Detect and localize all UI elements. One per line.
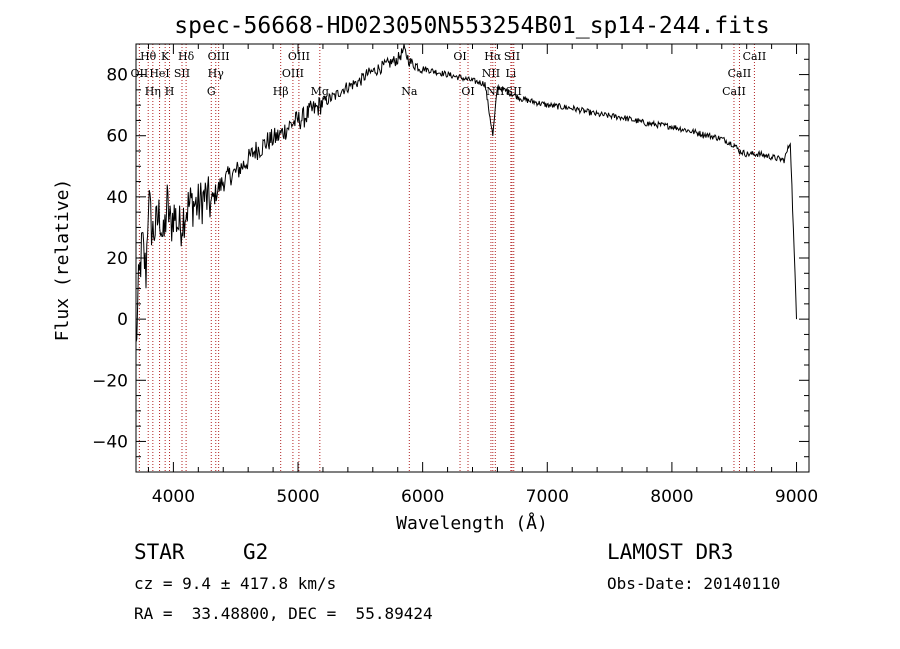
marker-label-13: OIII <box>282 67 304 80</box>
marker-label-6: Hα <box>484 50 502 63</box>
y-axis: −40 −20 0 20 40 60 80 <box>92 43 809 473</box>
marker-label-8: CaII <box>743 50 767 63</box>
y-tick-label-0: −40 <box>92 432 128 452</box>
marker-label-1: K <box>161 50 170 63</box>
obs-date: Obs-Date: 20140110 <box>607 574 781 593</box>
x-tick-label-2: 6000 <box>401 487 444 507</box>
x-tick-label-5: 9000 <box>775 487 818 507</box>
marker-label-10: HeI <box>149 67 169 80</box>
y-axis-label: Flux (relative) <box>52 179 73 342</box>
marker-label-18: H <box>165 85 175 98</box>
subclass: G2 <box>243 540 269 564</box>
marker-label-11: SII <box>174 67 190 80</box>
object-type: STAR <box>134 540 185 564</box>
marker-label-0: Hθ <box>140 50 157 63</box>
y-tick-label-5: 60 <box>106 127 128 147</box>
marker-label-14: NII <box>482 67 500 80</box>
x-tick-label-4: 8000 <box>650 487 693 507</box>
marker-label-16: CaII <box>728 67 752 80</box>
chart-title: spec-56668-HD023050N553254B01_sp14-244.f… <box>174 13 769 39</box>
x-tick-label-0: 4000 <box>152 487 195 507</box>
y-tick-label-6: 80 <box>106 66 128 86</box>
series-line-0 <box>135 44 797 343</box>
marker-label-12: Hγ <box>208 67 225 80</box>
x-axis: 4000 5000 6000 7000 8000 9000 <box>147 44 818 507</box>
marker-label-2: Hδ <box>178 50 195 63</box>
marker-label-26: CaII <box>722 85 746 98</box>
y-tick-label-2: 0 <box>117 310 128 330</box>
coordinates: RA = 33.48800, DEC = 55.89424 <box>134 604 433 623</box>
marker-label-20: Hβ <box>273 85 289 98</box>
series-group <box>135 44 797 343</box>
marker-label-23: OI <box>461 85 474 98</box>
marker-label-7: SII <box>504 50 520 63</box>
redshift-cz: cz = 9.4 ± 417.8 km/s <box>134 574 337 593</box>
marker-label-15: Li <box>505 67 516 80</box>
marker-label-4: OIII <box>288 50 310 63</box>
plot-frame <box>135 43 810 473</box>
marker-label-3: OIII <box>208 50 230 63</box>
marker-label-5: OI <box>453 50 466 63</box>
x-tick-label-3: 7000 <box>526 487 569 507</box>
marker-label-22: Na <box>401 85 418 98</box>
marker-label-17: Hη <box>145 85 161 98</box>
survey-name: LAMOST DR3 <box>607 540 734 564</box>
marker-label-9: OII <box>131 67 149 80</box>
marker-label-21: Mg <box>311 85 329 98</box>
x-axis-label: Wavelength (Å) <box>396 512 548 534</box>
y-tick-label-4: 40 <box>106 188 128 208</box>
marker-label-19: G <box>207 85 216 98</box>
y-tick-label-1: −20 <box>92 371 128 391</box>
x-tick-label-1: 5000 <box>276 487 319 507</box>
y-tick-label-3: 20 <box>106 249 128 269</box>
